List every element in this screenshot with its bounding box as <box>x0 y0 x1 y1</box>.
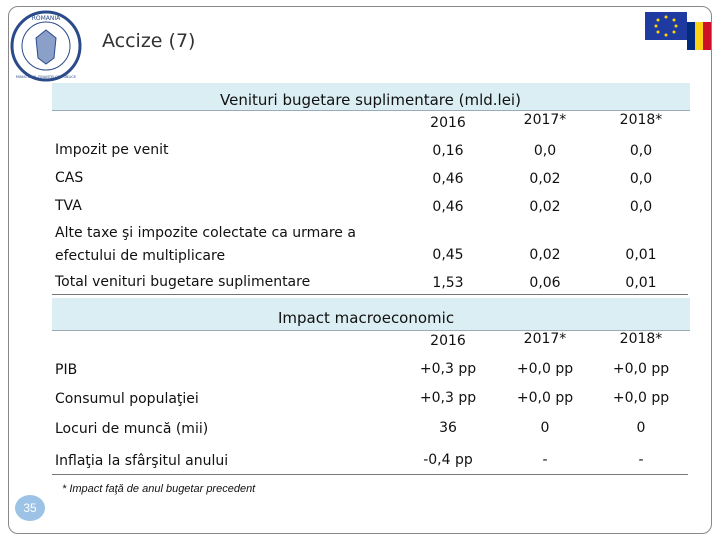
column-header: 2018* <box>619 112 663 128</box>
table-title: Impact macroeconomic <box>278 309 455 327</box>
cell: 0,02 <box>529 247 561 263</box>
cell: +0,0 pp <box>516 390 574 406</box>
cell: 0,01 <box>625 275 657 291</box>
rule <box>52 474 688 475</box>
flags <box>645 12 711 50</box>
table-title: Venituri bugetare suplimentare (mld.lei) <box>220 91 521 109</box>
cell: 0,45 <box>432 247 464 263</box>
column-header: 2016 <box>430 115 466 131</box>
cell: 0,46 <box>432 199 464 215</box>
cell: 1,53 <box>432 275 464 291</box>
slide-title: Accize (7) <box>102 30 196 52</box>
row-label: CAS <box>55 170 84 186</box>
cell: 0,02 <box>529 199 561 215</box>
rule <box>52 294 688 295</box>
column-header: 2016 <box>430 333 466 349</box>
cell: +0,0 pp <box>516 361 574 377</box>
cell: 0 <box>636 420 646 436</box>
row-label: Locuri de muncă (mii) <box>55 421 209 437</box>
page-badge: 35 <box>15 495 45 521</box>
cell: 0,0 <box>533 143 557 159</box>
cell: -0,4 pp <box>423 452 473 468</box>
row-label: Consumul populaţiei <box>55 391 199 407</box>
cell: +0,0 pp <box>612 361 670 377</box>
cell: +0,3 pp <box>419 361 477 377</box>
row-label: Alte taxe şi impozite colectate ca urmar… <box>55 225 356 264</box>
row-label: TVA <box>55 198 82 214</box>
cell: 0,16 <box>432 143 464 159</box>
table-header-band <box>52 83 690 111</box>
row-label: Inflaţia la sfârşitul anului <box>55 453 229 469</box>
cell: 0,0 <box>629 143 653 159</box>
logo-text: ROMANIA <box>32 15 61 22</box>
cell: +0,3 pp <box>419 390 477 406</box>
cell: 0 <box>540 420 550 436</box>
row-label: Total venituri bugetare suplimentare <box>55 274 311 290</box>
cell: 0,06 <box>529 275 561 291</box>
table-header-band <box>52 298 690 331</box>
page-number: 35 <box>23 501 37 515</box>
cell: 0,0 <box>629 171 653 187</box>
row-label: PIB <box>55 362 78 378</box>
column-header: 2018* <box>619 331 663 347</box>
column-header: 2017* <box>523 112 567 128</box>
cell: - <box>638 452 644 468</box>
cell: 0,0 <box>629 199 653 215</box>
cell: +0,0 pp <box>612 390 670 406</box>
footnote: * Impact faţă de anul bugetar precedent <box>62 483 256 495</box>
cell: 0,02 <box>529 171 561 187</box>
logo: ROMANIA MINISTERUL FINANTELOR PUBLICE <box>10 10 82 82</box>
logo-text: MINISTERUL FINANTELOR PUBLICE <box>16 75 76 79</box>
column-header: 2017* <box>523 331 567 347</box>
cell: - <box>542 452 548 468</box>
slide-frame <box>8 6 712 534</box>
cell: 0,46 <box>432 171 464 187</box>
row-label: Impozit pe venit <box>55 142 169 158</box>
cell: 0,01 <box>625 247 657 263</box>
cell: 36 <box>439 420 457 436</box>
